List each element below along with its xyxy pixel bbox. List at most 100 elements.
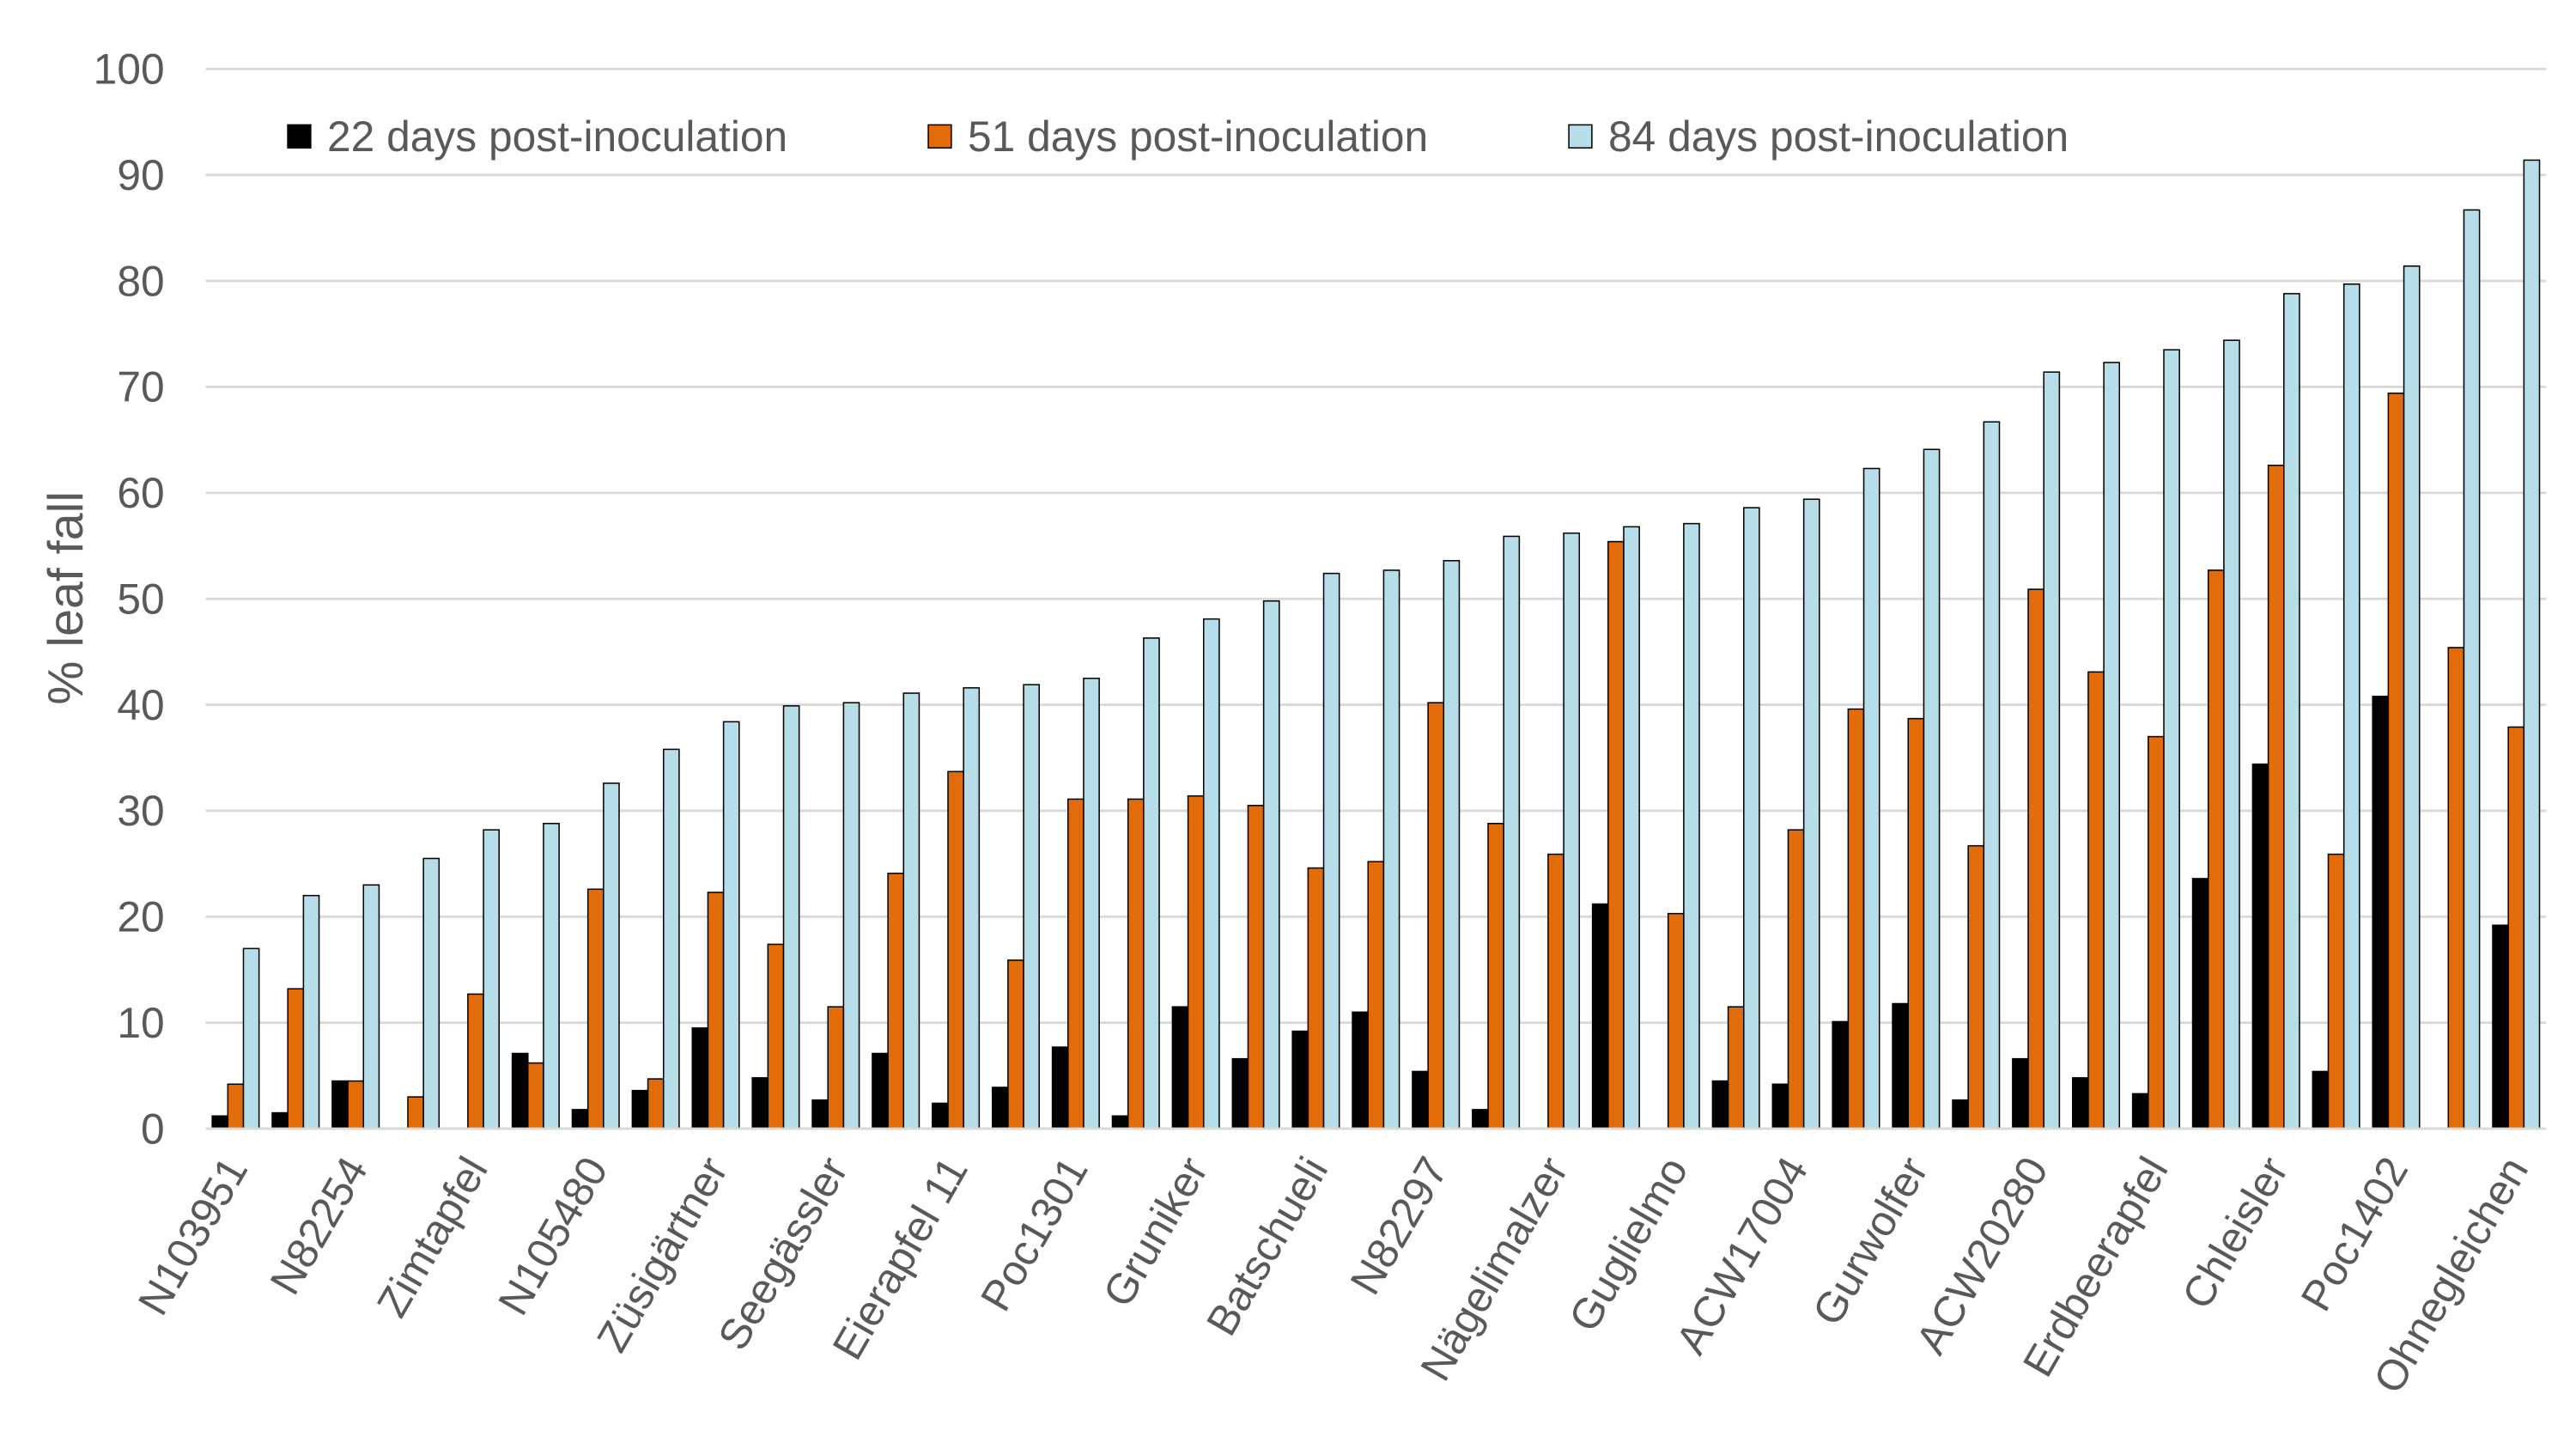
bar (1231, 1057, 1249, 1129)
bar (1563, 532, 1581, 1129)
bar (571, 1109, 589, 1129)
bar (1802, 498, 1820, 1129)
x-tick-label: Poc1301 (971, 1148, 1097, 1318)
bar (1742, 507, 1760, 1129)
bar (2043, 371, 2061, 1129)
x-tick-label: Chleisler (2172, 1148, 2297, 1317)
bar (211, 1115, 229, 1129)
bar (603, 782, 620, 1129)
bar (1007, 959, 1024, 1129)
y-tick-label: 100 (94, 46, 165, 94)
bar (991, 1087, 1009, 1129)
bar (422, 857, 440, 1129)
bar (2163, 349, 2180, 1129)
x-tick-label: N105480 (489, 1148, 617, 1323)
bar (2267, 464, 2285, 1129)
legend-label: 84 days post-inoculation (1608, 113, 2069, 161)
bar (1907, 717, 1925, 1129)
y-tick-label: 60 (117, 469, 164, 517)
bar (872, 1052, 889, 1129)
y-tick-label: 70 (117, 363, 164, 411)
legend-swatch (927, 124, 952, 149)
x-tick-label: Gruniker (1094, 1148, 1218, 1314)
bar (722, 721, 740, 1129)
bar (1322, 572, 1340, 1129)
bar (782, 705, 800, 1129)
bar (1892, 1002, 1910, 1129)
bar (483, 829, 500, 1129)
bar (1771, 1083, 1789, 1129)
y-tick-label: 10 (117, 999, 164, 1047)
bar (1443, 560, 1461, 1129)
bar (2507, 726, 2525, 1129)
bar (662, 748, 680, 1129)
legend-label: 51 days post-inoculation (968, 113, 1428, 161)
bar (1127, 798, 1145, 1129)
bar (1262, 600, 1280, 1129)
bar (271, 1111, 289, 1129)
y-tick-label: 40 (117, 681, 164, 729)
bar (586, 888, 605, 1129)
y-axis-title: % leaf fall (39, 491, 94, 705)
bar (1171, 1006, 1189, 1129)
bar (1711, 1080, 1729, 1129)
bar (1967, 844, 1985, 1129)
y-tick-label: 90 (117, 151, 164, 199)
bar (1367, 861, 1385, 1129)
x-tick-label: N82254 (260, 1148, 377, 1302)
bar (2027, 588, 2044, 1129)
bar (1291, 1030, 1309, 1129)
bar (2403, 265, 2421, 1129)
bar (2103, 362, 2121, 1129)
bar (1683, 522, 1700, 1129)
bar (2191, 878, 2209, 1129)
bar (1352, 1011, 1370, 1129)
bar (887, 872, 905, 1129)
bar (331, 1080, 349, 1129)
bar (1847, 708, 1865, 1129)
bar (1503, 535, 1521, 1129)
bar (527, 1062, 544, 1129)
bar (1412, 1070, 1429, 1129)
legend-swatch (1568, 124, 1593, 149)
legend-label: 22 days post-inoculation (327, 113, 787, 161)
bar (2072, 1077, 2089, 1129)
bar (1472, 1109, 1489, 1129)
y-tick-label: 20 (117, 893, 164, 941)
y-tick-label: 0 (141, 1105, 165, 1153)
bar (1427, 702, 1445, 1129)
bar (1787, 829, 1805, 1129)
bar (1952, 1099, 1969, 1129)
x-tick-label: Zimtapfel (368, 1148, 497, 1324)
y-tick-label: 80 (117, 257, 164, 305)
bar (827, 1006, 845, 1129)
bar (947, 770, 964, 1129)
bar (362, 884, 380, 1129)
bar (2492, 924, 2509, 1129)
bar (2327, 853, 2345, 1129)
bar (751, 1077, 769, 1129)
bar (2447, 647, 2465, 1129)
bar (707, 892, 725, 1129)
bar (242, 947, 260, 1129)
bar (2207, 569, 2225, 1129)
bar (1591, 903, 1609, 1129)
y-tick-label: 50 (117, 575, 164, 623)
bar (1051, 1046, 1069, 1129)
bar (2372, 695, 2390, 1129)
bar (647, 1078, 665, 1129)
bar (963, 687, 981, 1129)
bar (2387, 393, 2405, 1129)
bar (1487, 823, 1504, 1129)
bar (1187, 794, 1205, 1129)
bar (467, 993, 484, 1129)
bar (691, 1027, 709, 1129)
bar (347, 1080, 365, 1129)
bar (2012, 1057, 2029, 1129)
bar (511, 1052, 529, 1129)
bar (1727, 1006, 1745, 1129)
bar (2312, 1070, 2330, 1129)
x-tick-label: Batschueli (1197, 1148, 1337, 1343)
bar (1202, 618, 1220, 1129)
